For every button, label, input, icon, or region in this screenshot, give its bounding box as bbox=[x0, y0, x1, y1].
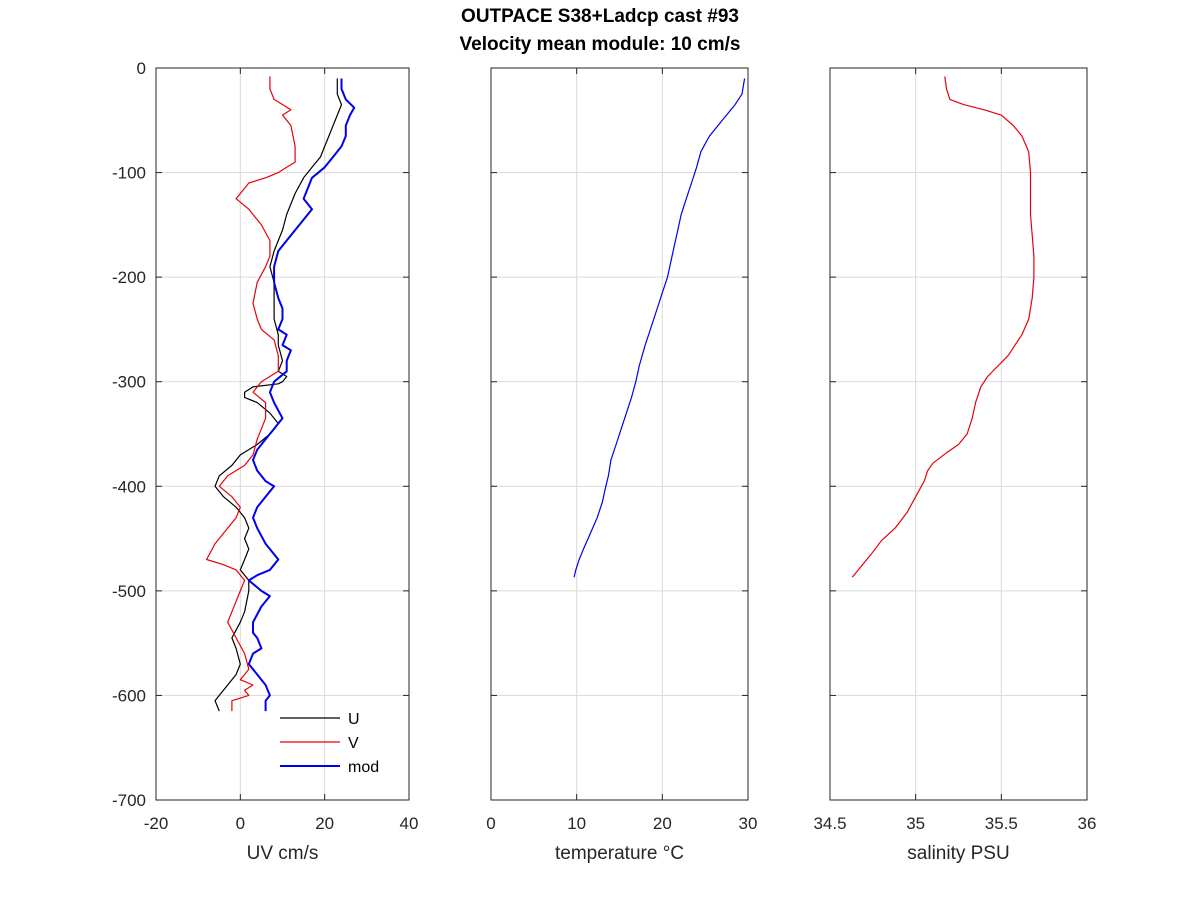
chart-panel-2: 0 10 20 30 temperature °C bbox=[486, 67, 758, 864]
axes-box bbox=[829, 67, 1088, 801]
chart-title: OUTPACE S38+Ladcp cast #93 bbox=[461, 6, 739, 27]
y-tick-label: -700 bbox=[112, 791, 146, 810]
axes-box bbox=[490, 67, 749, 801]
x-axis-label: salinity PSU bbox=[907, 843, 1009, 864]
plot-area bbox=[156, 68, 409, 800]
x-tick-label: 35 bbox=[906, 814, 925, 833]
x-axis-label: temperature °C bbox=[555, 843, 684, 864]
y-tick-label: -200 bbox=[112, 268, 146, 287]
series-line-u bbox=[214, 78, 343, 712]
y-tick-label: -400 bbox=[112, 477, 146, 496]
series-line-v bbox=[206, 76, 296, 712]
x-tick-label: 20 bbox=[315, 814, 334, 833]
legend-label-u: U bbox=[348, 711, 360, 728]
series-line-mod bbox=[247, 78, 356, 712]
x-tick-label: 10 bbox=[567, 814, 586, 833]
x-tick-label: 34.5 bbox=[813, 814, 846, 833]
legend-label-v: V bbox=[348, 735, 359, 752]
x-tick-label: 30 bbox=[739, 814, 758, 833]
y-tick-label: 0 bbox=[137, 59, 146, 78]
y-tick-label: -300 bbox=[112, 373, 146, 392]
y-tick-label: -600 bbox=[112, 686, 146, 705]
chart-subtitle: Velocity mean module: 10 cm/s bbox=[459, 34, 741, 55]
chart-panel-1: -20 0 20 400-100-200-300-400-500-600-700UV … bbox=[112, 59, 418, 864]
y-tick-label: -100 bbox=[112, 164, 146, 183]
y-tick-label: -500 bbox=[112, 582, 146, 601]
x-tick-label: 36 bbox=[1078, 814, 1097, 833]
plot-area bbox=[830, 68, 1087, 800]
legend-label-mod: mod bbox=[348, 759, 379, 776]
x-tick-label: 35.5 bbox=[985, 814, 1018, 833]
x-tick-label: -20 bbox=[144, 814, 169, 833]
axes-box bbox=[155, 67, 410, 801]
series-line-2 bbox=[573, 78, 746, 578]
chart-panel-3: 34.5 35 35.5 36 salinity PSU bbox=[813, 67, 1097, 864]
x-tick-label: 0 bbox=[486, 814, 495, 833]
x-axis-label: UV cm/s bbox=[247, 843, 319, 864]
x-tick-label: 40 bbox=[400, 814, 419, 833]
series-line-3 bbox=[851, 76, 1035, 578]
x-tick-label: 20 bbox=[653, 814, 672, 833]
x-tick-label: 0 bbox=[236, 814, 245, 833]
